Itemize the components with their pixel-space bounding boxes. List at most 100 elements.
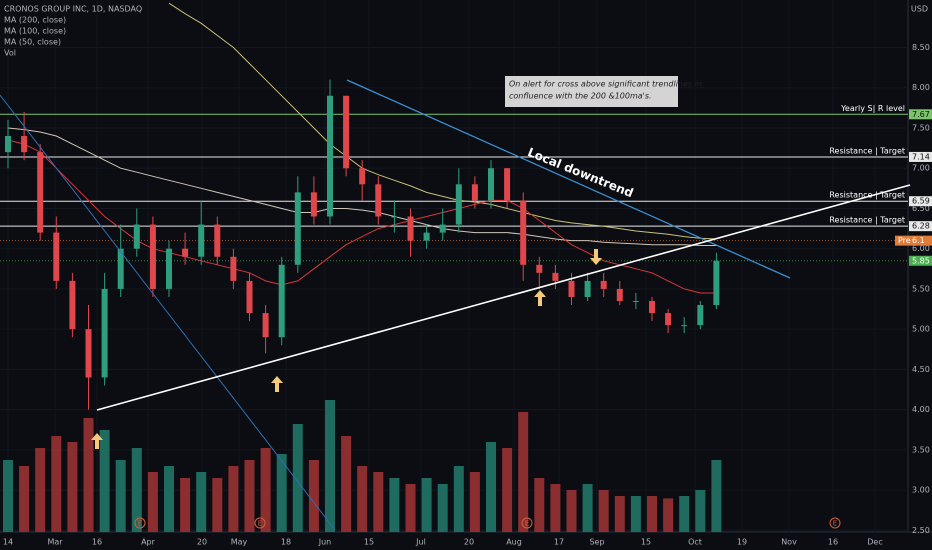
candle-body — [198, 224, 205, 257]
volume-bar — [566, 490, 577, 532]
volume-bar — [67, 442, 78, 532]
y-tick-label: 3.50 — [912, 445, 930, 454]
x-tick-label: 15 — [364, 538, 374, 547]
trendline-blue-long — [0, 94, 336, 531]
candle-body — [310, 192, 317, 217]
level-name: Resistance | Target — [829, 191, 905, 200]
price-label-box — [909, 221, 932, 232]
candle-body — [327, 95, 333, 217]
candle-body — [536, 264, 543, 273]
x-tick-label: Apr — [141, 538, 156, 547]
note-line: confluence with the 200 &100ma's. — [509, 92, 652, 101]
price-label: 6.1 — [912, 236, 925, 245]
volume-bar — [486, 442, 496, 532]
y-tick-label: 5.00 — [912, 325, 930, 334]
candle-body — [262, 313, 269, 338]
volume-bar — [389, 478, 400, 532]
candle-body — [455, 184, 462, 225]
candle-body — [246, 280, 253, 314]
earnings-label: E — [525, 520, 529, 528]
volume-bar — [51, 436, 62, 532]
candle-body — [616, 288, 623, 302]
volume-bar — [453, 466, 464, 532]
candle-body — [359, 168, 366, 185]
volume-bar — [437, 484, 448, 532]
price-label: 6.28 — [912, 222, 930, 231]
earnings-marker — [254, 517, 266, 529]
legend-entry: MA (200, close) — [4, 16, 66, 25]
volume-bar — [695, 490, 706, 532]
volume-bar — [276, 454, 287, 532]
y-tick-label: 3.00 — [912, 486, 930, 495]
volume-bar — [3, 460, 13, 532]
volume-bar — [164, 466, 174, 532]
x-tick-label: 15 — [641, 538, 651, 547]
candle-body — [649, 301, 655, 314]
x-tick-label: 16 — [828, 538, 838, 547]
candle-body — [133, 224, 140, 249]
price-label: 7.14 — [912, 152, 930, 161]
currency: USD — [911, 5, 928, 14]
volume-bar — [196, 472, 207, 532]
x-tick-label: 18 — [281, 538, 291, 547]
arrows — [91, 249, 602, 449]
candle-body — [278, 264, 285, 338]
volume-bar — [19, 466, 30, 532]
volume-bar — [99, 430, 110, 532]
trendline-downtrend — [346, 79, 791, 279]
price-label: 7.67 — [912, 110, 930, 119]
volume-bar — [647, 496, 657, 532]
up-arrow — [91, 433, 103, 449]
candle-body — [520, 200, 527, 265]
earnings-marker — [134, 517, 146, 529]
y-tick-label: 5.50 — [912, 284, 930, 293]
x-tick-label: Jul — [415, 538, 426, 547]
x-tick-label: Mar — [47, 538, 63, 547]
price-label-box — [909, 196, 932, 207]
candles — [5, 79, 720, 410]
y-tick-label: 4.50 — [912, 365, 930, 374]
earnings-marker — [521, 517, 533, 529]
x-tick-label: Aug — [506, 538, 522, 547]
trendline-support — [96, 184, 911, 411]
volume-bar — [711, 460, 722, 532]
volume-bar — [83, 418, 94, 532]
candle-body — [182, 248, 189, 257]
price-label-box — [895, 235, 932, 246]
candle-body — [117, 248, 124, 289]
candle-body — [294, 192, 301, 265]
volume-bar — [373, 472, 384, 532]
volume-bar — [131, 448, 142, 532]
volume-label: Vol — [4, 49, 16, 58]
volume-bar — [35, 448, 46, 532]
volume-bar — [582, 484, 593, 532]
candle-body — [230, 256, 237, 281]
volume-bar — [614, 496, 625, 532]
volume-bar — [244, 460, 255, 532]
y-tick-label: 4.00 — [912, 405, 930, 414]
price-label: 6.59 — [912, 197, 930, 206]
note-line: On alert for cross above significant tre… — [509, 80, 702, 89]
candle-body — [488, 168, 494, 201]
level-name: Resistance | Target — [829, 216, 905, 225]
up-arrow — [271, 376, 283, 392]
level-name: Resistance | Target — [829, 146, 905, 155]
volume-bar — [550, 484, 561, 532]
up-arrow — [534, 290, 546, 306]
volume-bar — [180, 478, 191, 532]
price-label-box — [909, 255, 932, 266]
x-tick-label: Sep — [589, 538, 604, 547]
earnings-marker — [829, 517, 841, 529]
volume-bar — [260, 448, 271, 532]
volume-bar — [630, 496, 641, 532]
candle-body — [166, 248, 172, 289]
candle-body — [149, 224, 156, 289]
volume-bar — [534, 478, 545, 532]
candle-body — [391, 216, 398, 218]
x-tick-label: 20 — [464, 538, 474, 547]
level-name: Yearly S| R level — [840, 104, 905, 113]
volume-bar — [292, 424, 303, 532]
candle-body — [504, 168, 511, 201]
volume-bar — [212, 478, 223, 532]
